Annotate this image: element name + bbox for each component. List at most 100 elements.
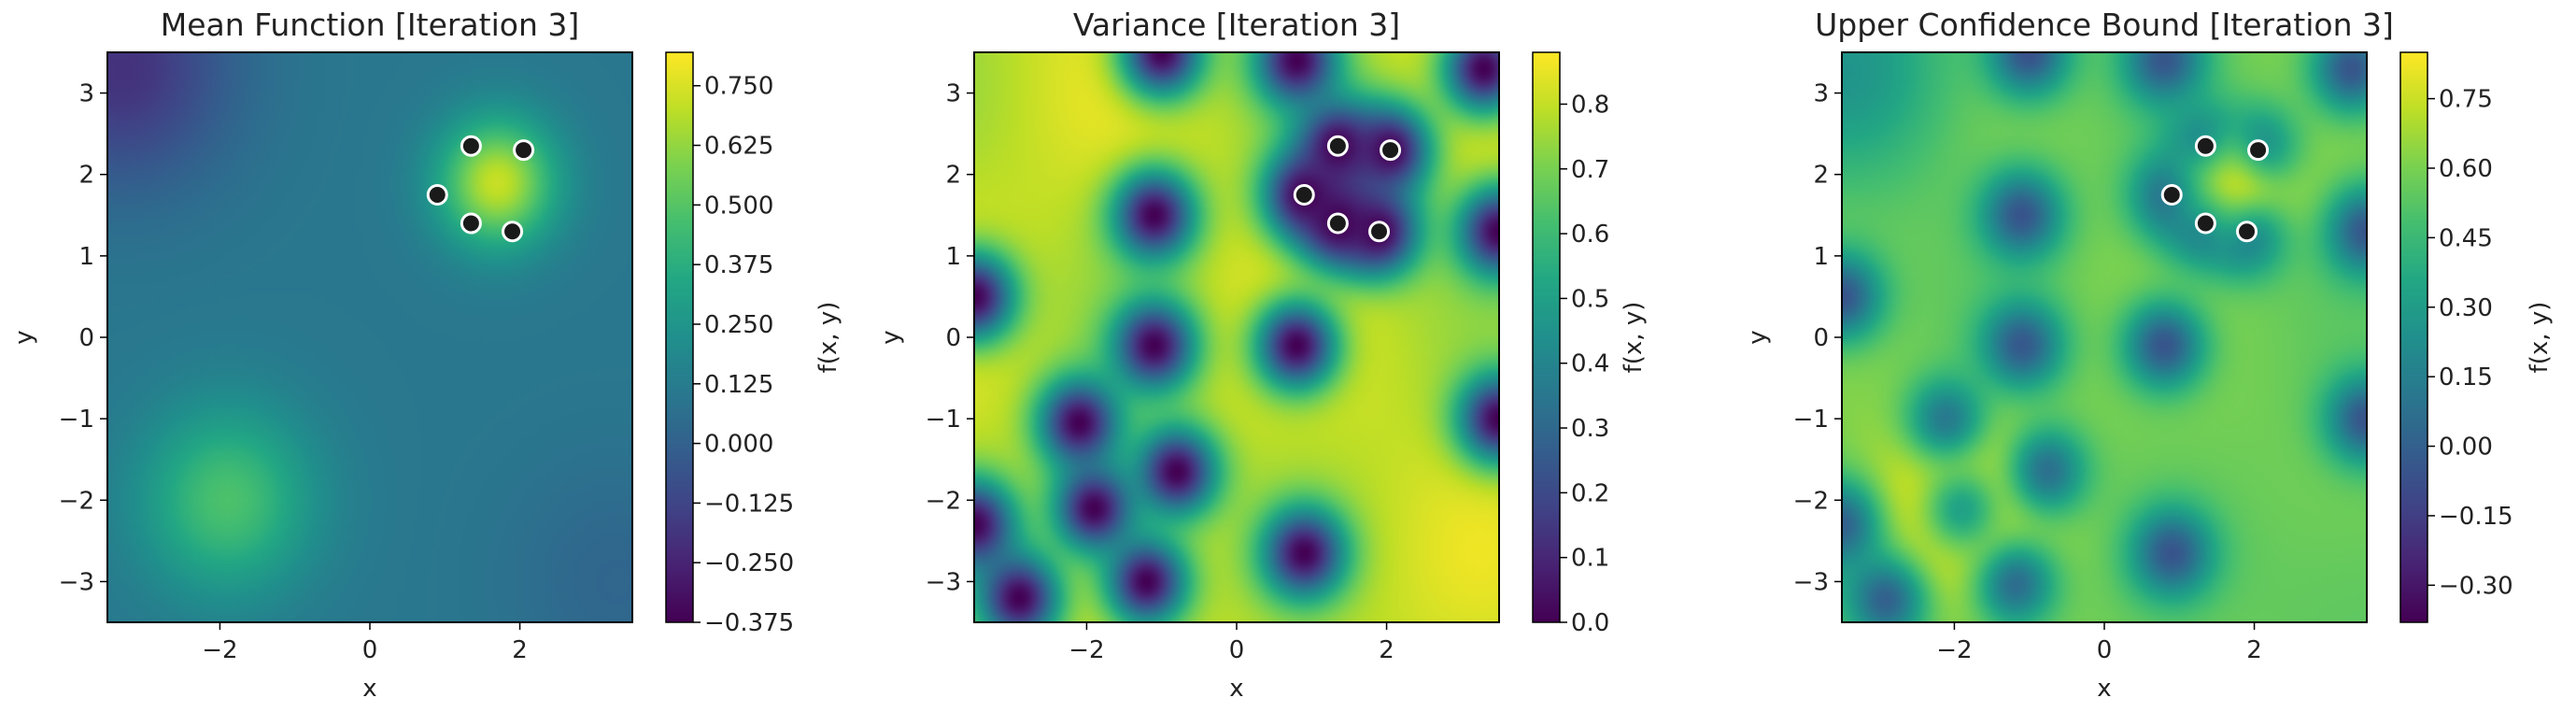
y-tick-label: −2 bbox=[926, 487, 961, 515]
y-axis-label: y bbox=[1744, 330, 1772, 344]
colorbar-tick-label: 0.2 bbox=[1571, 479, 1609, 507]
colorbar-ticks: 0.0 0.1 0.2 0.3 0.4 0.5 0.6 0.7 0.8 bbox=[1560, 91, 1609, 637]
heatmap-image bbox=[974, 52, 1499, 622]
heatmap-image bbox=[107, 52, 632, 622]
ucb-panel: Upper Confidence Bound [Iteration 3] −2 0… bbox=[1744, 7, 2554, 703]
colorbar-tick-label: 0.250 bbox=[704, 311, 773, 339]
mean-function-panel: Mean Function [Iteration 3] −2 0 2 −3 −2 −1 0… bbox=[10, 7, 842, 703]
colorbar-tick-label: 0.30 bbox=[2439, 294, 2493, 322]
colorbar-tick-label: 0.75 bbox=[2439, 86, 2493, 114]
colorbar-tick-label: 0.0 bbox=[1571, 609, 1609, 637]
x-axis-label: x bbox=[362, 675, 376, 703]
sample-point bbox=[1380, 139, 1402, 162]
colorbar-tick-label: −0.15 bbox=[2439, 503, 2513, 531]
y-tick-label: 1 bbox=[78, 243, 94, 271]
colorbar-tick-label: 0.375 bbox=[704, 251, 773, 279]
colorbar-gradient bbox=[2400, 52, 2427, 622]
y-axis-label: y bbox=[10, 330, 38, 344]
y-tick-label: −1 bbox=[926, 406, 961, 434]
panel-title: Mean Function [Iteration 3] bbox=[161, 7, 579, 43]
colorbar-label: f(x, y) bbox=[2526, 302, 2554, 374]
sample-point bbox=[426, 184, 448, 206]
x-axis-label: x bbox=[1229, 675, 1243, 703]
colorbar-tick-label: 0.3 bbox=[1571, 415, 1609, 443]
sample-point bbox=[2160, 184, 2183, 206]
colorbar-label: f(x, y) bbox=[1620, 302, 1648, 374]
x-tick-label: 0 bbox=[1229, 636, 1245, 664]
colorbar-frame bbox=[665, 51, 694, 623]
y-tick-label: −3 bbox=[1793, 568, 1829, 596]
panel-title: Upper Confidence Bound [Iteration 3] bbox=[1815, 7, 2394, 43]
y-tick-label: 3 bbox=[1813, 80, 1829, 108]
colorbar-tick-label: 0.125 bbox=[704, 371, 773, 399]
y-tick-label: −3 bbox=[926, 568, 961, 596]
y-tick-label: 3 bbox=[945, 80, 961, 108]
y-tick-label: −3 bbox=[59, 568, 94, 596]
x-tick-label: −2 bbox=[1069, 636, 1104, 664]
sample-point bbox=[2236, 221, 2258, 243]
sample-point bbox=[1368, 221, 1391, 243]
colorbar-tick-label: 0.750 bbox=[704, 73, 773, 101]
sample-point bbox=[1326, 135, 1349, 157]
y-tick-label: 0 bbox=[945, 324, 961, 352]
sample-point bbox=[460, 135, 482, 157]
sample-point bbox=[1326, 212, 1349, 235]
colorbar-tick-label: 0.4 bbox=[1571, 350, 1609, 378]
colorbar-frame bbox=[1532, 51, 1561, 623]
sample-point bbox=[2194, 135, 2216, 157]
colorbar-tick-label: 0.6 bbox=[1571, 221, 1609, 249]
colorbar-tick-label: 0.45 bbox=[2439, 224, 2493, 252]
y-axis-label: y bbox=[877, 330, 905, 344]
colorbar-tick-label: −0.250 bbox=[704, 549, 794, 577]
y-tick-label: 0 bbox=[78, 324, 94, 352]
y-tick-label: 0 bbox=[1813, 324, 1829, 352]
heatmap-image bbox=[1842, 52, 2367, 622]
sample-point bbox=[502, 221, 524, 243]
colorbar-gradient bbox=[666, 52, 693, 622]
colorbar-ticks: −0.375 −0.250 −0.125 0.000 0.125 0.250 0.375 0.… bbox=[693, 73, 794, 637]
y-tick-label: −1 bbox=[1793, 406, 1829, 434]
y-tick-label: −2 bbox=[1793, 487, 1829, 515]
x-tick-label: 2 bbox=[2246, 636, 2262, 664]
variance-panel: Variance [Iteration 3] −2 0 2 −3 −2 −1 0 1 2 3 x… bbox=[877, 7, 1648, 703]
sample-points bbox=[1293, 135, 1402, 243]
x-ticks: −2 0 2 bbox=[1936, 622, 2262, 664]
x-tick-label: 2 bbox=[1379, 636, 1394, 664]
colorbar-label: f(x, y) bbox=[814, 302, 842, 374]
colorbar-frame bbox=[2399, 51, 2428, 623]
colorbar-tick-label: 0.15 bbox=[2439, 363, 2493, 392]
colorbar-gradient bbox=[1533, 52, 1560, 622]
sample-point bbox=[1293, 184, 1315, 206]
x-ticks: −2 0 2 bbox=[1069, 622, 1394, 664]
colorbar-tick-label: 0.000 bbox=[704, 431, 773, 459]
y-tick-label: −1 bbox=[59, 406, 94, 434]
x-tick-label: −2 bbox=[1936, 636, 1972, 664]
sample-point bbox=[460, 212, 482, 235]
sample-point bbox=[2247, 139, 2270, 162]
y-tick-label: 1 bbox=[945, 243, 961, 271]
y-ticks: −3 −2 −1 0 1 2 3 bbox=[59, 80, 107, 596]
colorbar-tick-label: −0.125 bbox=[704, 490, 794, 518]
y-tick-label: 2 bbox=[78, 162, 94, 190]
colorbar-tick-label: 0.625 bbox=[704, 133, 773, 161]
y-ticks: −3 −2 −1 0 1 2 3 bbox=[926, 80, 974, 596]
x-ticks: −2 0 2 bbox=[202, 622, 528, 664]
colorbar-tick-label: 0.1 bbox=[1571, 545, 1609, 573]
colorbar-tick-label: 0.00 bbox=[2439, 434, 2493, 462]
x-tick-label: −2 bbox=[202, 636, 237, 664]
colorbar-tick-label: −0.30 bbox=[2439, 572, 2513, 600]
panel-title: Variance [Iteration 3] bbox=[1073, 7, 1400, 43]
colorbar-tick-label: 0.500 bbox=[704, 192, 773, 220]
x-tick-label: 2 bbox=[512, 636, 528, 664]
colorbar-tick-label: 0.7 bbox=[1571, 156, 1609, 184]
y-tick-label: 2 bbox=[945, 162, 961, 190]
y-tick-label: 1 bbox=[1813, 243, 1829, 271]
colorbar-tick-label: −0.375 bbox=[704, 609, 794, 637]
sample-point bbox=[513, 139, 535, 162]
y-tick-label: 3 bbox=[78, 80, 94, 108]
sample-point bbox=[2194, 212, 2216, 235]
y-tick-label: −2 bbox=[59, 487, 94, 515]
colorbar-ticks: −0.30 −0.15 0.00 0.15 0.30 0.45 0.60 0.75 bbox=[2427, 86, 2513, 600]
colorbar-tick-label: 0.60 bbox=[2439, 155, 2493, 183]
